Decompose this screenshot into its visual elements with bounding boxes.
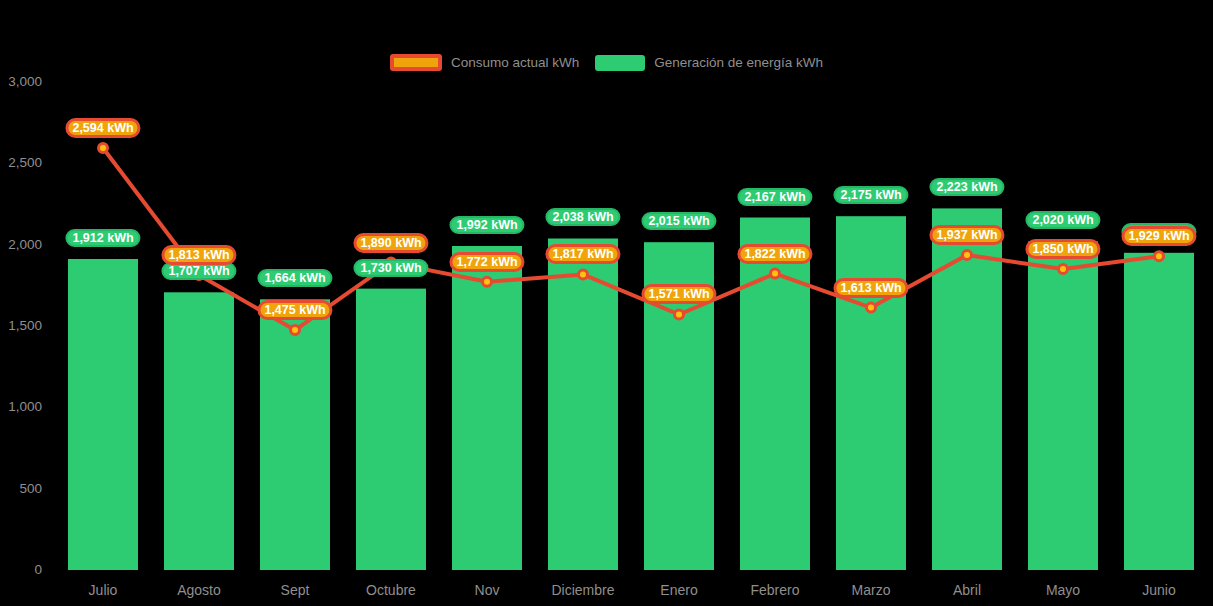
- x-label-abril: Abril: [953, 582, 981, 598]
- line-point-sept[interactable]: [291, 326, 300, 335]
- line-point-nov[interactable]: [483, 277, 492, 286]
- x-label-enero: Enero: [660, 582, 697, 598]
- bar-abril[interactable]: [932, 208, 1002, 570]
- bar-julio[interactable]: [68, 259, 138, 570]
- bar-mayo[interactable]: [1028, 241, 1098, 570]
- chart-svg: [0, 0, 1213, 606]
- line-label-mayo: 1,850 kWh: [1025, 239, 1100, 259]
- line-point-abril[interactable]: [963, 250, 972, 259]
- bar-label-julio: 1,912 kWh: [65, 229, 140, 247]
- x-label-marzo: Marzo: [852, 582, 891, 598]
- x-label-junio: Junio: [1142, 582, 1175, 598]
- x-label-octubre: Octubre: [366, 582, 416, 598]
- x-label-diciembre: Diciembre: [551, 582, 614, 598]
- x-label-julio: Julio: [89, 582, 118, 598]
- bar-octubre[interactable]: [356, 289, 426, 570]
- line-label-diciembre: 1,817 kWh: [545, 244, 620, 264]
- line-label-octubre: 1,890 kWh: [353, 233, 428, 253]
- y-tick-1000: 1,000: [0, 399, 42, 415]
- legend-item-consumo[interactable]: Consumo actual kWh: [390, 54, 579, 71]
- bar-label-enero: 2,015 kWh: [641, 212, 716, 230]
- y-tick-500: 500: [0, 481, 42, 497]
- line-label-sept: 1,475 kWh: [257, 300, 332, 320]
- consumo-legend-swatch-icon: [390, 54, 442, 71]
- bar-label-mayo: 2,020 kWh: [1025, 211, 1100, 229]
- x-label-agosto: Agosto: [177, 582, 221, 598]
- line-label-enero: 1,571 kWh: [641, 284, 716, 304]
- line-point-marzo[interactable]: [867, 303, 876, 312]
- line-point-junio[interactable]: [1155, 252, 1164, 261]
- bar-label-febrero: 2,167 kWh: [737, 188, 812, 206]
- line-label-julio: 2,594 kWh: [65, 118, 140, 138]
- bar-label-sept: 1,664 kWh: [257, 269, 332, 287]
- generacion-legend-swatch-icon: [595, 55, 645, 71]
- line-point-mayo[interactable]: [1059, 265, 1068, 274]
- plot-area: 0 500 1,000 1,500 2,000 2,500 3,000 Julio Agosto…: [0, 0, 1213, 606]
- line-label-junio: 1,929 kWh: [1121, 226, 1196, 246]
- line-label-nov: 1,772 kWh: [449, 252, 524, 272]
- bar-label-abril: 2,223 kWh: [929, 178, 1004, 196]
- line-point-diciembre[interactable]: [579, 270, 588, 279]
- legend-item-generacion[interactable]: Generación de energía kWh: [595, 55, 823, 71]
- x-label-nov: Nov: [475, 582, 500, 598]
- bar-label-diciembre: 2,038 kWh: [545, 208, 620, 226]
- y-tick-2000: 2,000: [0, 237, 42, 253]
- x-label-febrero: Febrero: [750, 582, 799, 598]
- bar-junio[interactable]: [1124, 253, 1194, 570]
- line-label-agosto: 1,813 kWh: [161, 245, 236, 265]
- line-label-febrero: 1,822 kWh: [737, 244, 812, 264]
- line-label-marzo: 1,613 kWh: [833, 278, 908, 298]
- bar-label-marzo: 2,175 kWh: [833, 186, 908, 204]
- y-tick-3000: 3,000: [0, 74, 42, 90]
- x-label-sept: Sept: [281, 582, 310, 598]
- line-point-julio[interactable]: [99, 144, 108, 153]
- bar-nov[interactable]: [452, 246, 522, 570]
- bar-agosto[interactable]: [164, 292, 234, 570]
- generacion-legend-label: Generación de energía kWh: [654, 55, 823, 70]
- bar-label-octubre: 1,730 kWh: [353, 259, 428, 277]
- line-label-abril: 1,937 kWh: [929, 225, 1004, 245]
- y-tick-2500: 2,500: [0, 155, 42, 171]
- chart-canvas: Consumo actual kWh Generación de energía…: [0, 0, 1213, 606]
- line-point-febrero[interactable]: [771, 269, 780, 278]
- chart-legend: Consumo actual kWh Generación de energía…: [0, 54, 1213, 71]
- x-label-mayo: Mayo: [1046, 582, 1080, 598]
- bar-sept[interactable]: [260, 299, 330, 570]
- line-point-enero[interactable]: [675, 310, 684, 319]
- y-tick-0: 0: [0, 562, 42, 578]
- y-tick-1500: 1,500: [0, 318, 42, 334]
- consumo-legend-label: Consumo actual kWh: [451, 55, 579, 70]
- bar-marzo[interactable]: [836, 216, 906, 570]
- bar-label-nov: 1,992 kWh: [449, 216, 524, 234]
- bar-diciembre[interactable]: [548, 239, 618, 571]
